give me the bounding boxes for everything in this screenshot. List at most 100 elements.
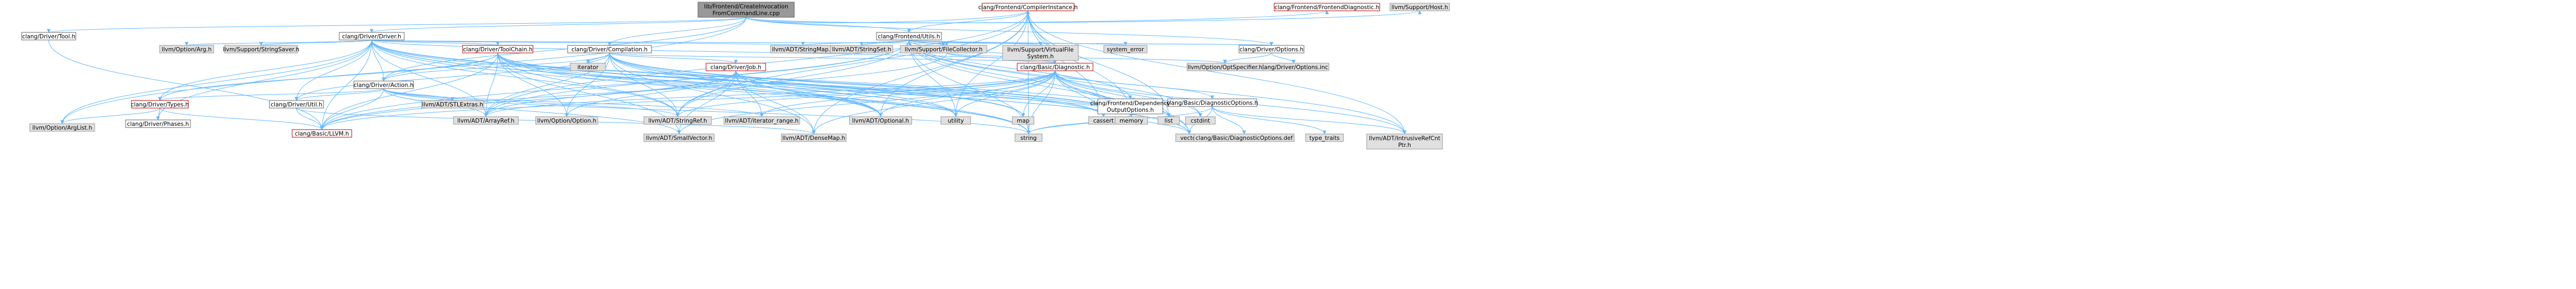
edge-drv-to-types — [158, 39, 372, 101]
edge-comp-to-densemap — [609, 52, 816, 135]
node-label: llvm/ADT/DenseMap.h — [782, 135, 845, 142]
node-label: llvm/ADT/StringRef.h — [648, 118, 707, 124]
node-dopto[interactable]: clang/Basic/DiagnosticOptions.h — [1167, 98, 1258, 107]
node-stlextras: llvm/ADT/STLExtras.h — [421, 100, 484, 109]
edge-ci-to-string — [1026, 10, 1031, 135]
edge-bdiag-to-cstdint — [1055, 70, 1202, 117]
edge-jobs-to-utility — [735, 70, 958, 117]
edge-root-to-optarglist — [60, 17, 747, 124]
node-label: iterator — [577, 64, 599, 71]
edge-action-to-itrange — [383, 88, 764, 117]
node-label: llvm/ADT/IntrusiveRefCnt — [1369, 136, 1440, 142]
node-fdiag[interactable]: clang/Frontend/FrontendDiagnostic.h — [1274, 3, 1380, 11]
node-fu[interactable]: clang/Frontend/Utils.h — [876, 32, 942, 41]
edge-bdiag-to-itrange — [760, 70, 1056, 117]
edge-jobs-to-strref — [676, 70, 736, 117]
node-action[interactable]: clang/Driver/Action.h — [353, 80, 414, 89]
node-phases[interactable]: clang/Driver/Phases.h — [125, 119, 191, 128]
node-typetraits: type_traits — [1305, 133, 1344, 142]
node-label: clang/Frontend/Utils.h — [878, 33, 940, 40]
node-label: clang/Frontend/Dependency — [1090, 100, 1170, 107]
edge-tc-to-types — [158, 52, 498, 101]
edge-bdiag-to-list — [1055, 70, 1171, 117]
node-label: clang/Frontend/FrontendDiagnostic.h — [1275, 4, 1380, 11]
edge-fu-to-syserr — [908, 39, 1127, 46]
node-label: clang/Driver/Options.h — [1240, 46, 1303, 53]
edge-drv-to-optional — [371, 39, 882, 117]
edge-jobs-to-itrange — [735, 70, 764, 117]
edge-tc-to-utility — [497, 52, 958, 117]
node-label: llvm/ADT/ArrayRef.h — [457, 118, 515, 124]
edge-dopto-to-typetraits — [1212, 106, 1327, 135]
edge-jobs-to-optional — [735, 70, 882, 117]
edge-comp-to-jobs — [609, 52, 738, 64]
edge-dopts-to-optspec — [1223, 52, 1272, 64]
edge-bdiag-to-arrayref — [484, 70, 1056, 117]
node-label: utility — [948, 118, 964, 124]
node-label: clang/Driver/Phases.h — [127, 121, 189, 127]
node-label: clang/Driver/Compilation.h — [571, 46, 648, 53]
node-label: FromCommandLine.cpp — [713, 10, 780, 17]
node-label: clang/Driver/Driver.h — [342, 33, 401, 40]
edge-comp-to-util — [294, 52, 610, 101]
edge-comp-to-bdiag — [609, 52, 1057, 64]
edge-ci-to-irc — [1027, 10, 1407, 135]
edge-action-to-string — [383, 88, 1031, 135]
edge-dou-to-bdiag — [946, 52, 1057, 64]
edge-bdiag-to-llvmh — [320, 70, 1056, 130]
edge-jobs-to-densemap — [735, 70, 816, 135]
edge-bdiag-to-utility — [954, 70, 1056, 117]
node-filecol: llvm/Support/FileCollector.h — [900, 45, 987, 53]
node-tc[interactable]: clang/Driver/ToolChain.h — [462, 45, 533, 53]
edge-comp-to-optional — [609, 52, 882, 117]
node-map: map — [1012, 116, 1035, 125]
node-label: Ptr.h — [1398, 142, 1411, 149]
edge-action-to-llvmh — [320, 88, 384, 130]
node-comp[interactable]: clang/Driver/Compilation.h — [567, 45, 652, 53]
edge-comp-to-vector — [609, 52, 1191, 135]
edge-comp-to-cassert — [609, 52, 1105, 117]
edge-root-to-fu — [746, 17, 911, 33]
edge-types-to-optarglist — [60, 107, 160, 124]
node-optspec: llvm/Option/OptSpecifier.h — [1187, 63, 1263, 71]
node-label: clang/Driver/Action.h — [354, 82, 414, 89]
edge-comp-to-strref — [609, 52, 680, 117]
edge-fu-to-filecol — [908, 39, 946, 46]
edge-tc-to-arrayref — [484, 52, 498, 117]
node-util[interactable]: clang/Driver/Util.h — [269, 100, 324, 109]
node-bdiag[interactable]: clang/Basic/Diagnostic.h — [1017, 63, 1093, 71]
node-list: list — [1157, 116, 1180, 125]
node-label: llvm/Support/FileCollector.h — [905, 46, 983, 53]
node-types[interactable]: clang/Driver/Types.h — [131, 100, 189, 109]
node-jobs[interactable]: clang/Driver/Job.h — [706, 63, 766, 71]
node-label: cstdint — [1191, 118, 1210, 124]
node-strsaver: llvm/Support/StringSaver.h — [223, 45, 299, 53]
edge-drv-to-dopts — [371, 39, 1273, 46]
node-label: string — [1020, 135, 1037, 142]
node-root[interactable]: lib/Frontend/CreateInvocationFromCommand… — [697, 2, 795, 18]
node-label: llvm/ADT/iterator_range.h — [725, 118, 799, 124]
node-optional: llvm/ADT/Optional.h — [849, 116, 912, 125]
node-label: lib/Frontend/CreateInvocation — [704, 4, 788, 10]
node-tool[interactable]: clang/Driver/Tool.h — [21, 32, 76, 41]
node-drv[interactable]: clang/Driver/Driver.h — [339, 32, 405, 41]
edge-ci-to-optional — [879, 10, 1029, 117]
node-label: System.h — [1027, 53, 1053, 60]
node-label: llvm/Option/Arg.h — [162, 46, 212, 53]
edge-drv-to-llvmh — [320, 39, 372, 130]
node-label: llvm/ADT/StringMap.h — [772, 46, 834, 53]
edge-root-to-drv — [370, 17, 747, 33]
edge-drv-to-strref — [371, 39, 680, 117]
edge-util-to-llvmh — [296, 107, 324, 130]
node-ci[interactable]: clang/Frontend/CompilerInstance.h — [978, 3, 1078, 11]
node-dopts[interactable]: clang/Driver/Options.h — [1238, 45, 1305, 53]
node-llvmh[interactable]: clang/Basic/LLVM.h — [292, 129, 352, 138]
edge-dou-to-optspec — [946, 52, 1227, 64]
node-diagdef: clang/Basic/DiagnosticOptions.def — [1194, 133, 1295, 142]
edge-tc-to-memory — [497, 52, 1134, 117]
node-cstdint: cstdint — [1185, 116, 1216, 125]
edge-action-to-types — [158, 88, 384, 101]
